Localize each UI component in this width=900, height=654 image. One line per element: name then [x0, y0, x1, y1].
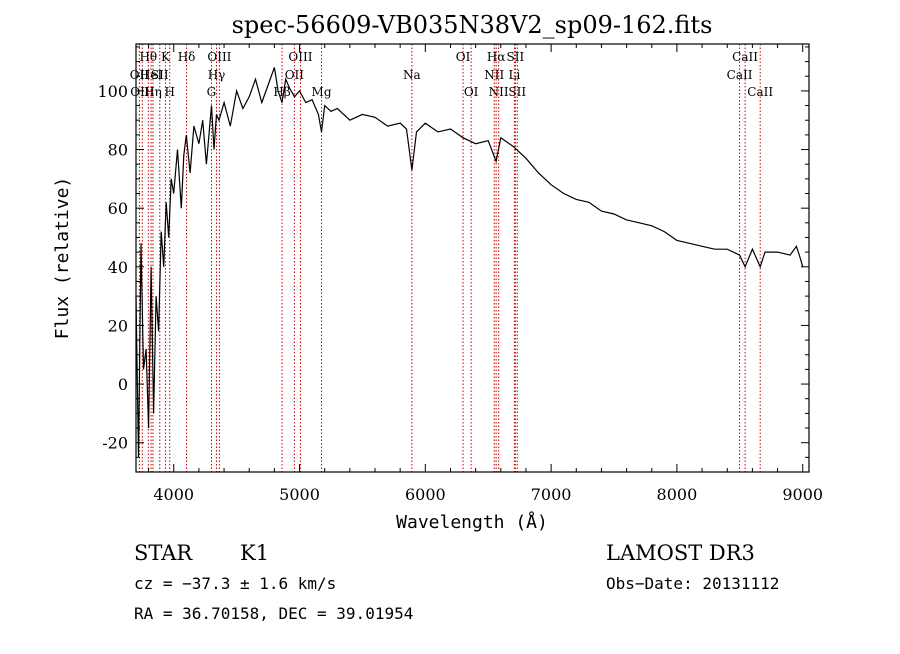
- spectral-line-label: Hθ: [139, 50, 157, 64]
- spectral-line-label: OIII: [288, 50, 312, 64]
- y-tick-label: 20: [108, 316, 128, 335]
- spectral-line-label: CaII: [727, 68, 753, 82]
- y-tick-label: 80: [108, 141, 128, 160]
- x-axis-ticks: 4000 5000 6000 7000 8000 9000: [148, 44, 823, 504]
- x-axis-label: Wavelength (Å): [396, 511, 548, 533]
- spectral-line-label: Mg: [312, 85, 332, 99]
- spectral-line-label: Li: [508, 68, 520, 82]
- spectral-line-label: K: [161, 50, 171, 64]
- y-axis-label: Flux (relative): [52, 177, 73, 340]
- spectral-line-label: SII: [508, 85, 526, 99]
- spectral-line-label: OI: [464, 85, 479, 99]
- flux-series-line: [135, 67, 804, 458]
- y-axis-ticks: -20 0 20 40 60 80 100: [97, 46, 809, 458]
- spectral-lines: [138, 44, 761, 472]
- x-tick-label: 5000: [279, 485, 320, 504]
- spectral-line-label: Hη: [144, 85, 162, 99]
- spectral-line-label: SII: [151, 68, 169, 82]
- chart-title: spec-56609-VB035N38V2_sp09-162.fits: [232, 11, 713, 39]
- x-tick-label: 6000: [405, 485, 446, 504]
- x-tick-label: 8000: [657, 485, 698, 504]
- y-tick-label: 100: [97, 82, 128, 101]
- spectral-line-label: OI: [456, 50, 471, 64]
- spectral-line-label: OII: [285, 68, 305, 82]
- spectral-line-label: H: [164, 85, 174, 99]
- spectral-line-label: NII: [489, 85, 509, 99]
- spectral-line-label: Hγ: [208, 68, 226, 82]
- spectral-line-label: Hβ: [273, 85, 290, 99]
- spectral-line-label: Hα: [487, 50, 506, 64]
- observation-date: Obs−Date: 20131112: [606, 574, 779, 593]
- spectral-line-label: CaII: [747, 85, 773, 99]
- plot-frame: [135, 43, 810, 473]
- x-tick-label: 9000: [782, 485, 823, 504]
- spectral-line-label: Hδ: [178, 50, 196, 64]
- y-tick-label: -20: [102, 434, 128, 453]
- spectral-line-label: CaII: [732, 50, 758, 64]
- spectral-line-label: G: [207, 85, 217, 99]
- y-tick-label: 40: [108, 258, 128, 277]
- spectral-line-label: HeI: [140, 68, 163, 82]
- spectral-line-labels: OIIOIIIHθHeIHηSIIKHHδGHγOIIIHβOIIOIIIMgN…: [130, 50, 774, 99]
- x-tick-label: 4000: [153, 485, 194, 504]
- object-class: STAR: [134, 541, 193, 565]
- y-tick-label: 60: [108, 199, 128, 218]
- redshift-velocity: cz = −37.3 ± 1.6 km/s: [134, 574, 336, 593]
- y-tick-label: 0: [118, 375, 128, 394]
- coordinates: RA = 36.70158, DEC = 39.01954: [134, 604, 413, 623]
- spectral-line-label: OII: [130, 68, 150, 82]
- spectral-line-label: SII: [507, 50, 525, 64]
- x-tick-label: 7000: [531, 485, 572, 504]
- spectral-line-label: Na: [403, 68, 421, 82]
- subclass: K1: [240, 541, 269, 565]
- spectral-line-label: NII: [484, 68, 504, 82]
- spectral-line-label: OIII: [207, 50, 231, 64]
- survey-name: LAMOST DR3: [606, 541, 755, 565]
